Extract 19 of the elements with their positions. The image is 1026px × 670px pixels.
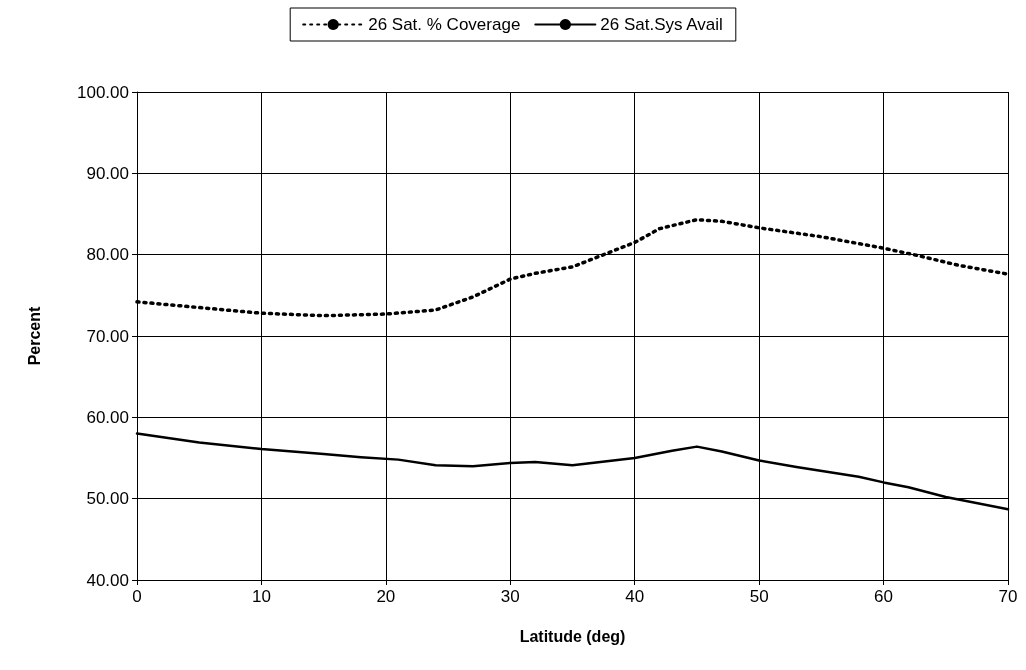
- legend-label: 26 Sat. % Coverage: [368, 15, 521, 34]
- y-tick-label: 50.00: [86, 489, 129, 509]
- y-tick-label: 40.00: [86, 570, 129, 590]
- x-tick-label: 40: [625, 587, 645, 606]
- x-tick-label: 60: [874, 587, 894, 606]
- y-tick-label: 60.00: [86, 407, 129, 427]
- x-tick-label: 10: [251, 587, 271, 606]
- legend-label: 26 Sat.Sys Avail: [600, 15, 723, 34]
- x-tick-label: 0: [132, 587, 142, 606]
- x-tick-label: 50: [749, 587, 769, 606]
- y-tick-label: 70.00: [86, 326, 129, 346]
- x-tick-label: 20: [376, 587, 396, 606]
- y-tick-label: 100.00: [77, 82, 129, 102]
- x-axis-title: Latitude (deg): [519, 627, 626, 645]
- y-tick-label: 80.00: [86, 245, 129, 265]
- y-tick-label: 90.00: [86, 163, 129, 183]
- x-tick-label: 70: [998, 587, 1018, 606]
- y-axis-title: Percent: [25, 305, 43, 366]
- x-tick-label: 30: [500, 587, 520, 606]
